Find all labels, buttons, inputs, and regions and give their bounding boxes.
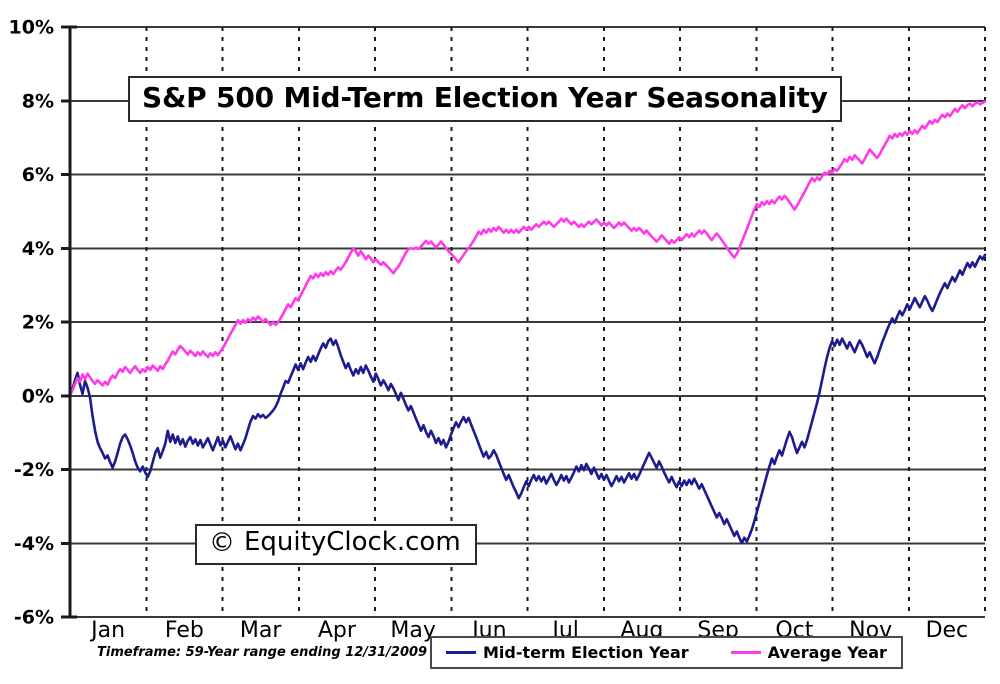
chart-title-box: S&P 500 Mid-Term Election Year Seasonali… bbox=[128, 76, 842, 123]
x-tick-label: Feb bbox=[165, 618, 204, 643]
y-tick-label: 0% bbox=[22, 385, 54, 407]
legend-entry-average: Average Year bbox=[730, 642, 887, 662]
x-tick-label: May bbox=[390, 618, 435, 643]
y-tick-label: 2% bbox=[22, 312, 54, 334]
chart-legend: Mid-term Election Year Average Year bbox=[430, 636, 903, 669]
legend-label-midterm: Mid-term Election Year bbox=[483, 642, 689, 662]
legend-swatch-midterm bbox=[446, 651, 476, 654]
x-tick-label: Dec bbox=[926, 618, 969, 643]
axis-layer bbox=[61, 25, 77, 619]
watermark-text: EquityClock.com bbox=[244, 527, 461, 557]
x-tick-label: Apr bbox=[318, 618, 357, 643]
y-tick-label: -2% bbox=[14, 459, 54, 481]
chart-title: S&P 500 Mid-Term Election Year Seasonali… bbox=[142, 81, 828, 114]
y-axis-labels: 10% 8% 6% 4% 2% 0% -2% -4% -6% bbox=[9, 17, 54, 629]
x-tick-label: Mar bbox=[240, 618, 282, 643]
y-tick-label: -4% bbox=[14, 533, 54, 555]
y-tick-label: 10% bbox=[9, 17, 54, 39]
series-layer bbox=[68, 100, 987, 545]
series-line-average-year bbox=[68, 100, 987, 398]
legend-label-average: Average Year bbox=[767, 642, 887, 662]
y-tick-label: -6% bbox=[14, 607, 54, 629]
grid-layer bbox=[70, 26, 986, 618]
x-tick-label: Jan bbox=[89, 618, 125, 643]
legend-swatch-average bbox=[730, 651, 761, 654]
y-tick-label: 6% bbox=[22, 164, 54, 186]
y-tick-label: 8% bbox=[22, 90, 54, 112]
legend-entry-midterm: Mid-term Election Year bbox=[446, 642, 689, 662]
watermark: © EquityClock.com bbox=[195, 524, 477, 565]
y-tick-label: 4% bbox=[22, 238, 54, 260]
y-axis-spine bbox=[68, 25, 77, 619]
copyright-icon: © bbox=[209, 527, 235, 558]
timeframe-footnote: Timeframe: 59-Year range ending 12/31/20… bbox=[97, 645, 428, 660]
series-line-mid-term-election-year bbox=[68, 253, 987, 545]
x-axis-labels: Jan Feb Mar Apr May Jun Jul Aug Sep Oct Nov Dec bbox=[89, 618, 968, 643]
